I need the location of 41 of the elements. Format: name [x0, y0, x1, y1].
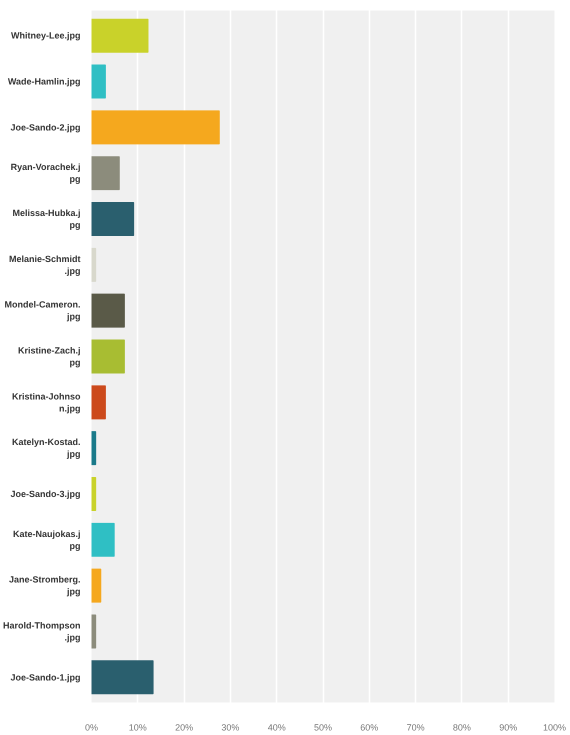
x-tick-label: 10% [128, 722, 147, 732]
bar [92, 660, 154, 694]
y-tick-label: Joe-Sando-1.jpg [10, 672, 81, 682]
y-tick-label: Jane-Stromberg.jpg [8, 574, 81, 597]
x-tick-label: 20% [175, 722, 194, 732]
x-tick-label: 30% [221, 722, 240, 732]
y-tick-label: Whitney-Lee.jpg [11, 30, 80, 41]
y-tick-label: Kristine-Zach.jpg [18, 346, 81, 368]
y-tick-label: Ryan-Vorachek.jpg [10, 162, 81, 184]
bar [92, 294, 125, 328]
bar [92, 568, 102, 603]
x-tick-label: 40% [268, 722, 286, 732]
bar [92, 156, 120, 190]
bar [92, 18, 148, 53]
bar [92, 385, 106, 420]
y-tick-label: Wade-Hamlin.jpg [8, 76, 81, 87]
y-tick-label: Melanie-Schmidt.jpg [8, 254, 81, 276]
x-tick-label: 80% [452, 722, 471, 732]
bar [92, 614, 96, 648]
x-tick-label: 50% [314, 722, 332, 732]
x-tick-label: 70% [406, 722, 425, 732]
bar [92, 202, 134, 236]
y-tick-label: Kate-Naujokas.jpg [12, 528, 81, 551]
x-tick-label: 100% [542, 722, 566, 732]
bar [92, 340, 125, 374]
bar [92, 64, 106, 99]
y-tick-label: Mondel-Cameron.jpg [4, 300, 81, 322]
x-tick-label: 90% [499, 722, 518, 732]
bar [92, 431, 96, 466]
bar [92, 110, 220, 144]
x-tick-label: 0% [84, 722, 98, 732]
y-tick-label: Melissa-Hubka.jpg [12, 208, 81, 230]
bar [92, 248, 96, 282]
y-tick-label: Joe-Sando-2.jpg [10, 122, 81, 132]
y-tick-label: Kristina-Johnson.jpg [12, 391, 81, 414]
y-tick-label: Katelyn-Kostad.jpg [12, 437, 81, 460]
y-tick-label: Joe-Sando-3.jpg [10, 488, 81, 499]
x-tick-label: 60% [360, 722, 378, 732]
bar [92, 522, 115, 557]
bar [92, 476, 96, 511]
y-tick-label: Harold-Thompson.jpg [3, 620, 81, 642]
